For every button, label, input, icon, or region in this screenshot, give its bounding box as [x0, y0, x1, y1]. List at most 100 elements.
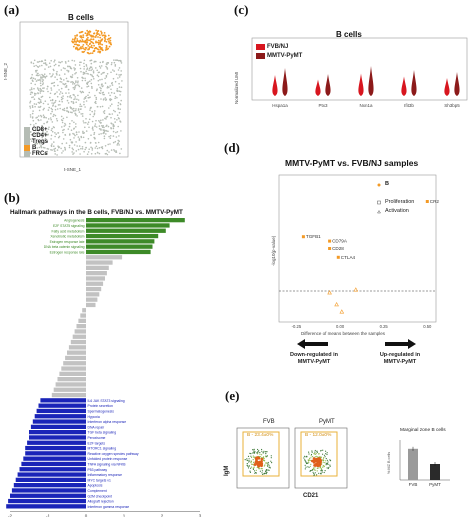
tsne-point-other	[79, 153, 81, 155]
tsne-point-other	[75, 123, 77, 125]
flow-event	[266, 455, 268, 457]
tsne-point-other	[106, 73, 109, 75]
tsne-point-other	[51, 130, 54, 133]
arrow-right	[385, 339, 416, 349]
panel-e-label: (e)	[225, 388, 240, 403]
tsne-point-other	[84, 79, 87, 82]
tsne-point-b	[108, 45, 111, 48]
violin-shape	[315, 79, 321, 96]
tsne-point-other	[116, 59, 119, 61]
tsne-point-other	[82, 132, 84, 134]
tsne-point-other	[117, 107, 120, 110]
tsne-point-other	[100, 65, 103, 67]
tsne-point-other	[47, 109, 50, 111]
tsne-point-b	[88, 52, 90, 55]
tsne-point-other	[34, 143, 36, 146]
tsne-point-other	[31, 73, 33, 76]
tsne-point-other	[53, 81, 56, 84]
tsne-point-other	[106, 63, 108, 66]
tsne-point-b	[98, 34, 101, 37]
violin-shape	[325, 74, 331, 96]
tsne-point-other	[88, 97, 90, 99]
tsne-point-other	[78, 64, 81, 66]
tsne-point-other	[76, 115, 78, 117]
tsne-plot	[19, 21, 129, 158]
tsne-point-other	[105, 98, 108, 101]
tsne-point-other	[50, 118, 52, 121]
tsne-point-other	[38, 97, 40, 100]
tsne-point-other	[118, 59, 120, 62]
tsne-point-other	[39, 143, 41, 145]
flow-pymt-gate-label: B - 12.0±0%	[305, 433, 332, 438]
flow-event	[260, 457, 264, 461]
pathway-label: Reactive oxygen species pathway	[88, 452, 139, 456]
tsne-point-b	[81, 39, 84, 41]
tsne-point-other	[90, 59, 92, 62]
tsne-point-other	[51, 143, 53, 145]
pathway-label: Estrogen response late	[50, 240, 85, 244]
tsne-point-other	[36, 142, 38, 145]
tsne-point-other	[102, 119, 104, 121]
tsne-point-other	[106, 149, 109, 152]
flow-event	[268, 464, 270, 466]
flow-event	[321, 463, 323, 465]
tsne-point-b	[82, 34, 85, 36]
flow-event	[329, 464, 331, 466]
tsne-point-other	[73, 121, 75, 124]
flow-event	[253, 448, 255, 450]
flow-event	[253, 466, 255, 468]
tsne-point-other	[57, 132, 59, 134]
tsne-point-other	[32, 119, 35, 122]
tsne-point-other	[83, 101, 85, 103]
tsne-point-other	[97, 75, 100, 78]
flow-event	[323, 465, 325, 467]
tsne-point-b	[92, 35, 95, 38]
tsne-point-other	[41, 83, 44, 86]
tsne-point-other	[116, 89, 118, 92]
flow-event	[253, 452, 255, 454]
tsne-point-other	[108, 135, 110, 138]
tsne-point-other	[64, 61, 67, 63]
tsne-point-other	[88, 126, 90, 129]
tsne-point-other	[42, 114, 45, 116]
tsne-point-b	[87, 31, 90, 33]
tsne-point-other	[101, 147, 104, 150]
tsne-point-other	[114, 97, 116, 100]
pathway-label: Interferon alpha response	[88, 420, 127, 424]
tsne-point-b	[81, 30, 84, 33]
flow-event	[261, 470, 263, 472]
tsne-point-other	[66, 106, 68, 109]
tsne-point-other	[84, 148, 86, 151]
tsne-point-other	[42, 87, 44, 89]
tsne-point-other	[68, 146, 71, 149]
tsne-point-other	[82, 73, 85, 75]
tsne-point-other	[44, 68, 46, 70]
flow-event	[252, 455, 254, 457]
tsne-point-other	[50, 134, 53, 137]
tsne-point-other	[29, 89, 31, 91]
pathway-bar	[86, 249, 151, 255]
tsne-point-b	[76, 39, 79, 42]
panel-c-title: B cells	[336, 30, 362, 39]
tsne-point-other	[107, 130, 109, 133]
pathway-label: DNA repair	[88, 425, 105, 429]
tsne-point-other	[70, 111, 72, 113]
tsne-point-b	[97, 51, 99, 53]
tsne-point-other	[37, 153, 39, 155]
tsne-point-other	[112, 141, 115, 144]
tsne-point-other	[60, 147, 62, 150]
flow-event	[314, 451, 316, 453]
flow-event	[265, 456, 267, 458]
legend-act-text: Activation	[385, 208, 409, 214]
pathway-bar	[11, 488, 86, 493]
tsne-point-other	[121, 80, 123, 82]
tsne-point-other	[35, 103, 38, 105]
tsne-point-other	[56, 154, 58, 156]
tsne-point-other	[47, 118, 50, 120]
tsne-point-other	[59, 91, 62, 93]
tsne-point-other	[29, 100, 32, 103]
tsne-point-other	[30, 82, 32, 85]
legend-b-text: B	[385, 181, 389, 187]
pathway-bar	[86, 228, 166, 233]
flow-event	[256, 452, 258, 454]
